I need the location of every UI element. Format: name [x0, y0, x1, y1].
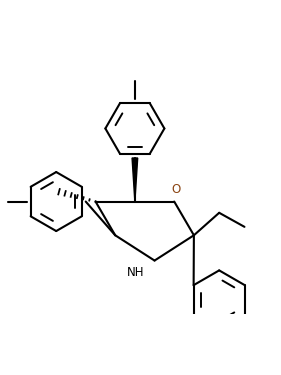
Polygon shape [132, 158, 138, 201]
Text: NH: NH [127, 266, 145, 279]
Text: O: O [171, 183, 180, 196]
